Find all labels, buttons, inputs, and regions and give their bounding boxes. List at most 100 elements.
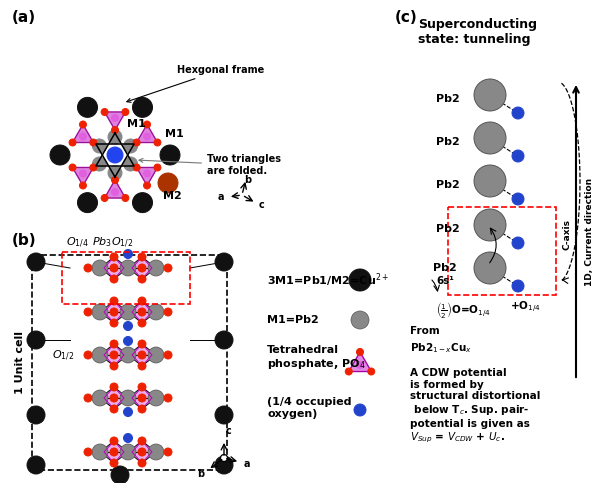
Circle shape (138, 340, 146, 348)
Circle shape (84, 351, 92, 359)
Text: +O$_{1/4}$: +O$_{1/4}$ (510, 300, 541, 315)
Circle shape (138, 253, 146, 261)
Circle shape (138, 459, 146, 467)
Polygon shape (73, 125, 94, 142)
Circle shape (354, 404, 366, 416)
Circle shape (474, 252, 506, 284)
Text: 6s¹: 6s¹ (436, 276, 454, 286)
Circle shape (79, 133, 86, 140)
Circle shape (110, 275, 118, 283)
Circle shape (124, 157, 137, 171)
Circle shape (164, 394, 172, 402)
Polygon shape (132, 387, 152, 409)
Circle shape (124, 250, 133, 258)
Bar (62, 252, 190, 304)
Circle shape (27, 331, 45, 349)
Circle shape (143, 121, 151, 128)
Text: b: b (197, 469, 204, 479)
Circle shape (110, 383, 118, 391)
Text: M1=Pb2: M1=Pb2 (267, 315, 319, 325)
Circle shape (108, 130, 122, 144)
Circle shape (148, 390, 164, 406)
Circle shape (92, 304, 108, 320)
Circle shape (138, 308, 146, 316)
Polygon shape (104, 112, 125, 130)
Polygon shape (104, 387, 124, 409)
Circle shape (148, 444, 164, 460)
Circle shape (79, 170, 86, 177)
Text: Tetrahedral
phosphate, PO$_4$: Tetrahedral phosphate, PO$_4$ (267, 345, 366, 371)
Circle shape (474, 122, 506, 154)
Circle shape (345, 368, 352, 375)
Circle shape (164, 264, 172, 272)
Polygon shape (132, 441, 152, 463)
Text: c: c (226, 426, 232, 436)
Circle shape (474, 165, 506, 197)
Circle shape (158, 173, 178, 193)
Circle shape (92, 157, 106, 171)
Bar (32, 255, 227, 470)
Circle shape (27, 406, 45, 424)
Text: C-axis: C-axis (563, 219, 572, 251)
Circle shape (133, 193, 152, 213)
Circle shape (148, 347, 164, 363)
Circle shape (110, 351, 118, 359)
Circle shape (110, 297, 118, 305)
Circle shape (138, 319, 146, 327)
Text: From: From (410, 326, 440, 336)
Circle shape (138, 394, 146, 402)
Circle shape (110, 449, 118, 455)
Circle shape (110, 395, 118, 401)
Circle shape (112, 114, 119, 122)
Circle shape (221, 455, 227, 461)
Circle shape (356, 349, 364, 355)
Circle shape (138, 351, 146, 359)
Circle shape (215, 456, 233, 474)
Circle shape (84, 308, 92, 316)
Text: Superconducting
state: tunneling: Superconducting state: tunneling (418, 18, 537, 46)
Circle shape (512, 280, 524, 292)
Circle shape (124, 139, 137, 153)
Circle shape (110, 362, 118, 370)
Circle shape (92, 260, 108, 276)
Circle shape (69, 164, 76, 171)
Circle shape (110, 264, 118, 272)
Circle shape (110, 309, 118, 315)
Circle shape (110, 448, 118, 456)
Circle shape (133, 98, 152, 117)
Circle shape (133, 139, 140, 146)
Circle shape (148, 304, 164, 320)
Circle shape (124, 322, 133, 330)
Circle shape (160, 145, 180, 165)
Circle shape (27, 456, 45, 474)
Circle shape (110, 437, 118, 445)
Text: (c): (c) (395, 10, 418, 25)
Circle shape (139, 395, 146, 401)
Polygon shape (104, 344, 124, 366)
Text: M1: M1 (165, 129, 184, 139)
Circle shape (110, 253, 118, 261)
Polygon shape (132, 257, 152, 279)
Text: 3M1=Pb1/M2=Cu$^{2+}$: 3M1=Pb1/M2=Cu$^{2+}$ (267, 271, 389, 289)
Circle shape (138, 275, 146, 283)
Text: Pb2: Pb2 (436, 180, 460, 190)
Circle shape (351, 311, 369, 329)
Circle shape (101, 195, 108, 201)
Polygon shape (104, 441, 124, 463)
Circle shape (138, 437, 146, 445)
Circle shape (84, 448, 92, 456)
Circle shape (120, 304, 136, 320)
Polygon shape (104, 180, 125, 198)
Circle shape (27, 253, 45, 271)
Circle shape (122, 195, 129, 201)
Polygon shape (73, 168, 94, 185)
Circle shape (215, 331, 233, 349)
Circle shape (84, 264, 92, 272)
Text: Pb2: Pb2 (436, 224, 460, 234)
Polygon shape (104, 301, 124, 323)
Circle shape (143, 182, 151, 189)
Circle shape (112, 127, 119, 133)
Circle shape (215, 406, 233, 424)
Circle shape (154, 139, 161, 146)
Text: b: b (244, 175, 251, 185)
